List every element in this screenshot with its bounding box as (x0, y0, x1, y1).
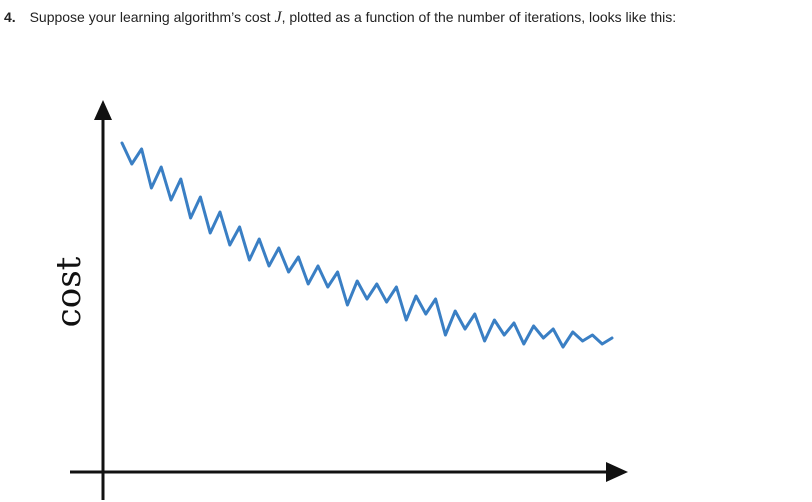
x-axis-arrow (606, 462, 628, 482)
question-text-before: Suppose your learning algorithm’s cost (29, 9, 271, 25)
cost-variable: J (274, 9, 282, 26)
y-axis-arrow (94, 100, 112, 120)
y-axis-label: cost (49, 256, 89, 327)
cost-series-line-0 (120, 141, 614, 349)
question-text-after: , plotted as a function of the number of… (281, 9, 677, 25)
question-number: 4. (4, 9, 16, 25)
question-text: 4. Suppose your learning algorithm’s cos… (4, 9, 676, 27)
series-layer (120, 141, 614, 349)
